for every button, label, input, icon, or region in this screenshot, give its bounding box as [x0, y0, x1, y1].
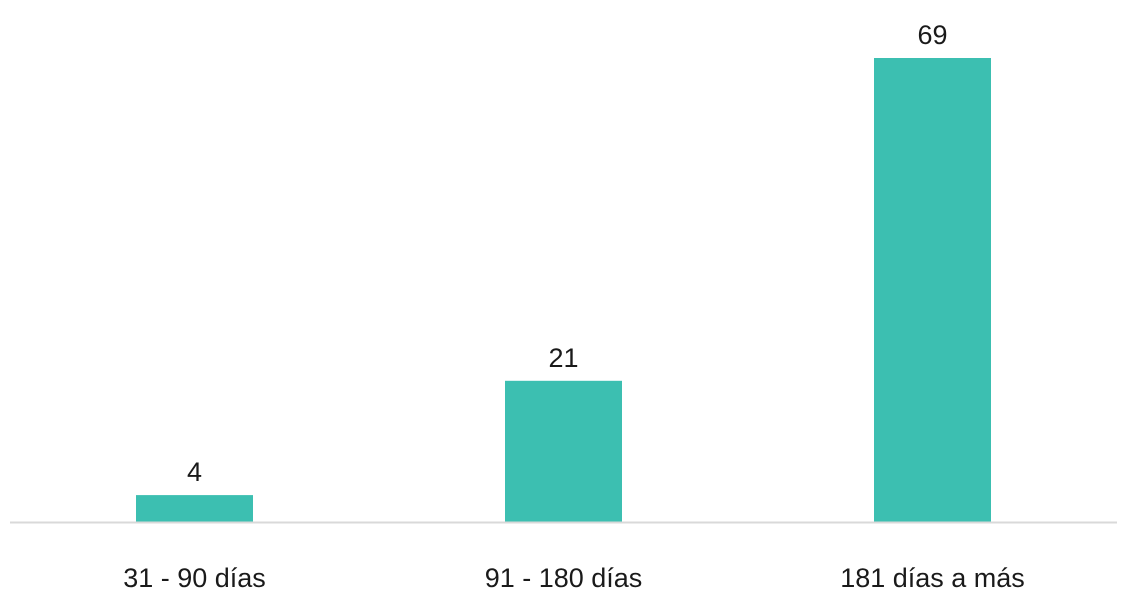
data-label-2: 21 — [548, 343, 578, 373]
data-labels-group: 4 21 69 — [187, 20, 948, 487]
x-tick-labels-group: 31 - 90 días 91 - 180 días 181 días a más — [123, 563, 1025, 590]
data-label-1: 4 — [187, 457, 202, 487]
data-label-3: 69 — [917, 20, 947, 50]
x-tick-label-1: 31 - 90 días — [123, 563, 266, 590]
x-tick-label-2: 91 - 180 días — [485, 563, 643, 590]
bars-group — [136, 58, 991, 522]
bar-2 — [505, 380, 622, 522]
bar-1 — [136, 495, 253, 522]
x-tick-label-3: 181 días a más — [840, 563, 1025, 590]
bar-3 — [874, 58, 991, 522]
